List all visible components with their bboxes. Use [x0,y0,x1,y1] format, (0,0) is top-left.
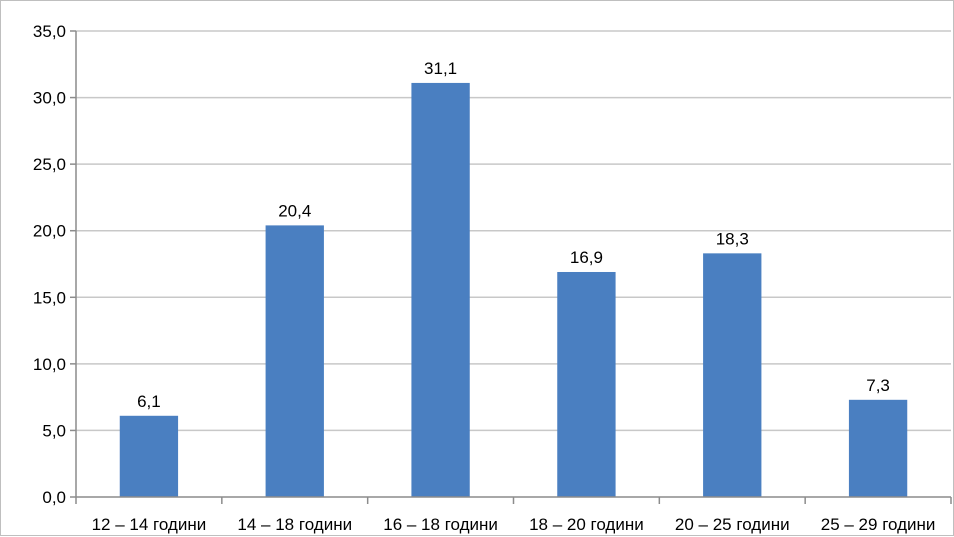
gridlines [76,30,951,432]
axes [75,31,951,498]
bar-value-label: 16,9 [570,248,603,267]
bar-value-label: 31,1 [424,59,457,78]
y-tick-label: 10,0 [33,355,66,374]
bar-value-label: 18,3 [716,229,749,248]
y-axis-ticks: 0,0 5,0 10,0 15,0 20,0 25,0 30,0 35,0 [33,22,76,507]
data-labels: 6,1 20,4 31,1 16,9 18,3 7,3 [137,59,890,411]
bar [411,82,470,497]
y-tick-label: 0,0 [42,488,66,507]
y-tick-label: 35,0 [33,22,66,41]
x-category-label: 16 – 18 години [383,515,498,534]
bar-value-label: 7,3 [866,376,890,395]
x-category-label: 18 – 20 години [529,515,644,534]
y-tick-label: 20,0 [33,222,66,241]
bar [557,271,616,497]
bars [119,82,908,498]
bar-value-label: 20,4 [278,201,311,220]
y-tick-label: 25,0 [33,155,66,174]
x-category-label: 12 – 14 години [92,515,207,534]
y-tick-label: 5,0 [42,421,66,440]
bar-value-label: 6,1 [137,392,161,411]
y-tick-label: 30,0 [33,89,66,108]
x-axis-ticks: 12 – 14 години 14 – 18 години 16 – 18 годи… [75,497,952,534]
bar [265,225,324,498]
y-tick-label: 15,0 [33,288,66,307]
bar [119,415,179,497]
x-category-label: 20 – 25 години [675,515,790,534]
x-category-label: 14 – 18 години [237,515,352,534]
bar [848,399,908,497]
x-category-label: 25 – 29 години [821,515,936,534]
bar [703,253,762,497]
